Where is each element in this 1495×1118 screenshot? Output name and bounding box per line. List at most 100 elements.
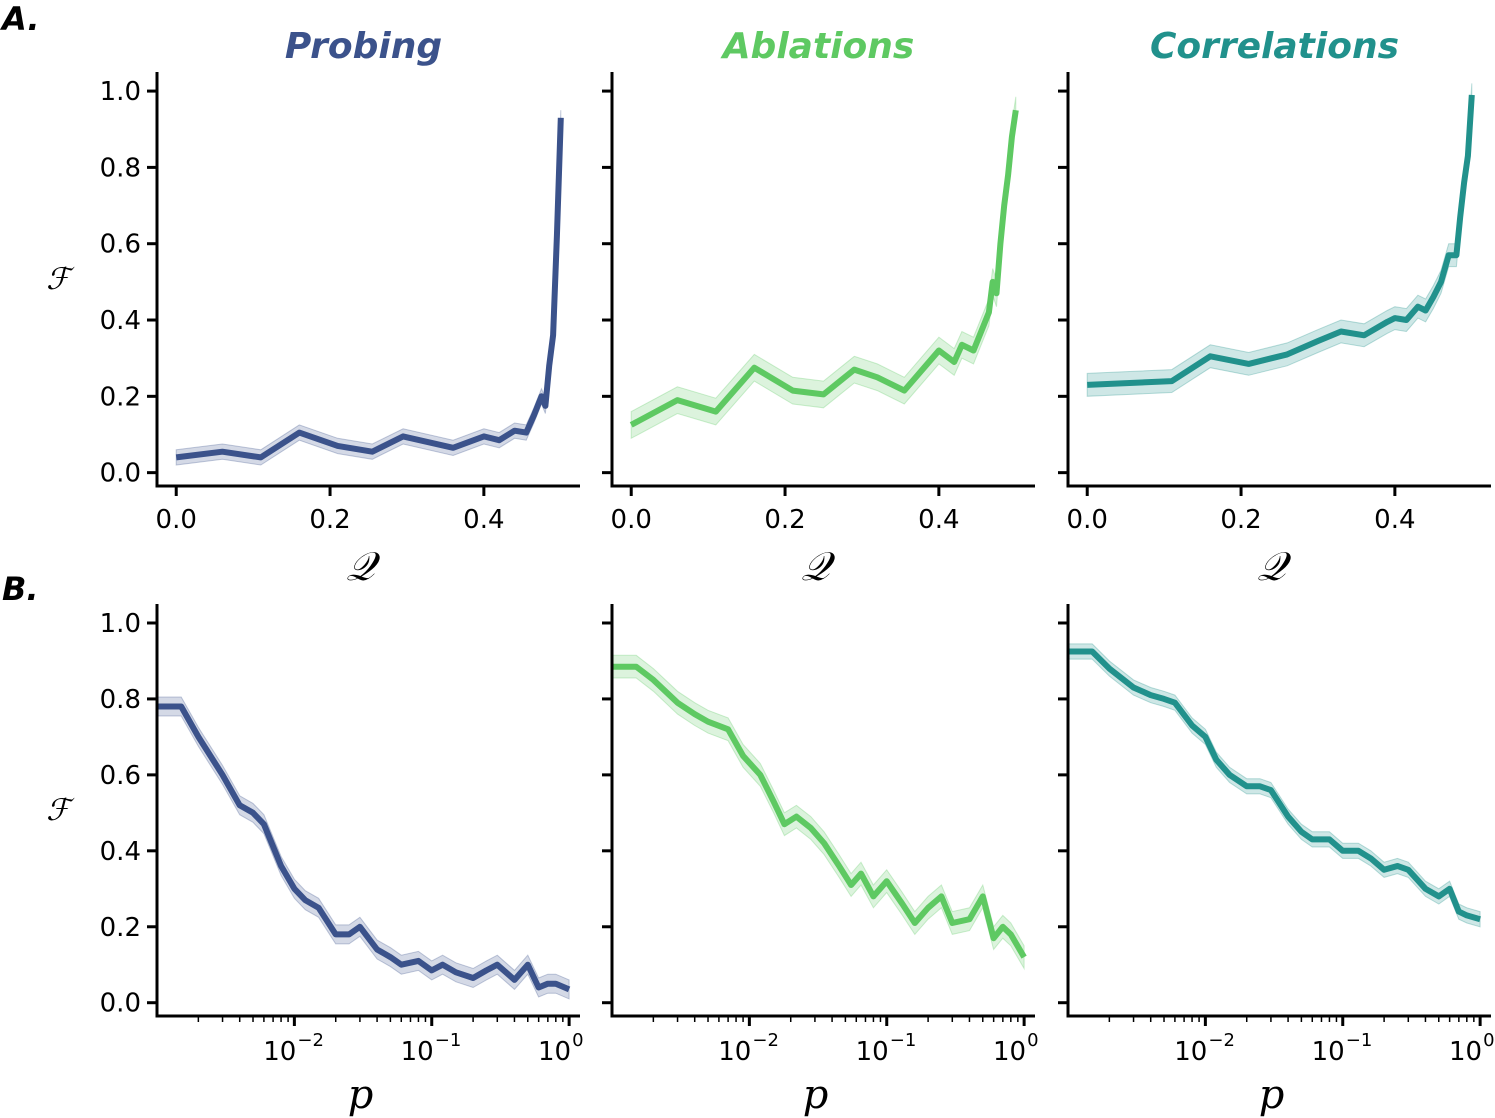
x-tick-exponent: −1 (890, 1030, 917, 1051)
data-point (1415, 304, 1421, 310)
data-point (781, 821, 787, 827)
data-point (1172, 700, 1178, 706)
data-point (415, 958, 421, 964)
x-tick-label: 0.4 (463, 505, 504, 535)
data-point (496, 437, 502, 443)
series-line (175, 117, 564, 461)
data-point (195, 734, 201, 740)
data-point (1368, 855, 1374, 861)
y-tick-label: 0.2 (100, 382, 141, 412)
data-point (302, 897, 308, 903)
data-point (967, 916, 973, 922)
data-point (1268, 787, 1274, 793)
data-point (1465, 153, 1471, 159)
data-point (874, 374, 880, 380)
data-point (1477, 916, 1483, 922)
data-point (997, 241, 1003, 247)
data-point (994, 290, 1000, 296)
data-point (558, 115, 564, 121)
data-point (1008, 931, 1014, 937)
data-point (836, 863, 842, 869)
data-point (237, 802, 243, 808)
data-point (1309, 836, 1315, 842)
y-tick-label: 0.8 (100, 153, 141, 183)
data-point (1001, 203, 1007, 209)
y-axis-label: ℱ (46, 793, 75, 828)
data-point (346, 931, 352, 937)
data-point (751, 365, 757, 371)
x-tick-label: 10 (993, 1037, 1026, 1067)
data-point (851, 367, 857, 373)
y-tick-label: 0.4 (100, 306, 141, 336)
confidence-band (611, 654, 1025, 971)
data-point (1436, 893, 1442, 899)
data-point (870, 893, 876, 899)
data-point (1131, 685, 1137, 691)
data-point (542, 403, 548, 409)
y-tick-label: 0.0 (100, 459, 141, 489)
data-point (429, 967, 435, 973)
data-point (1005, 172, 1011, 178)
x-tick-label: 10 (856, 1037, 889, 1067)
data-point (553, 981, 559, 987)
data-point (808, 825, 814, 831)
data-point (536, 985, 542, 991)
x-tick-label: 10 (263, 1037, 296, 1067)
data-point (369, 449, 375, 455)
data-point (1257, 783, 1263, 789)
data-point (258, 454, 264, 460)
data-point (1464, 912, 1470, 918)
data-point (550, 332, 556, 338)
y-tick-label: 0.8 (100, 685, 141, 715)
chart-3: 0.0 0.2 0.4 𝒬 Correlations (1058, 26, 1491, 590)
data-point (692, 711, 698, 717)
data-point (1392, 315, 1398, 321)
data-point (1213, 757, 1219, 763)
data-point (173, 454, 179, 460)
series-line (157, 703, 571, 993)
y-tick-label: 1.0 (100, 77, 141, 107)
x-tick-label: 10 (1312, 1037, 1345, 1067)
data-point (1446, 252, 1452, 258)
data-point (525, 962, 531, 968)
x-tick-label: 10 (401, 1037, 434, 1067)
data-point (725, 726, 731, 732)
panel-label-b: B. (2, 570, 39, 608)
data-point (978, 329, 984, 335)
data-point (1461, 180, 1467, 186)
data-point (1453, 252, 1459, 258)
x-axis-label: 𝒬 (1257, 544, 1292, 590)
data-point (650, 677, 656, 683)
data-point (858, 871, 864, 877)
data-point (757, 772, 763, 778)
data-point (220, 772, 226, 778)
series-line (612, 663, 1027, 959)
chart-title: Ablations (720, 26, 915, 67)
data-point (398, 962, 404, 968)
x-tick-label: 10 (1174, 1037, 1207, 1067)
chart-title: Probing (285, 26, 442, 67)
data-point (1457, 214, 1463, 220)
chart-4: 0.00.20.40.60.81.010 −2 10 −1 10 0pℱ (46, 604, 584, 1118)
data-point (740, 753, 746, 759)
confidence-band (630, 96, 1017, 440)
data-point (357, 924, 363, 930)
x-tick-exponent: −1 (435, 1030, 462, 1051)
data-point (1227, 772, 1233, 778)
confidence-band (1086, 83, 1473, 397)
x-tick-label: 0.2 (1220, 505, 1261, 535)
data-point (250, 810, 256, 816)
data-point (674, 397, 680, 403)
y-tick-label: 1.0 (100, 609, 141, 639)
data-point (512, 428, 518, 434)
data-point (296, 430, 302, 436)
data-point (374, 947, 380, 953)
x-tick-exponent: 0 (1483, 1030, 1494, 1051)
series-line (1068, 648, 1481, 923)
data-point (554, 233, 560, 239)
confidence-band (156, 696, 570, 1000)
data-point (278, 863, 284, 869)
y-tick-label: 0.6 (100, 230, 141, 260)
